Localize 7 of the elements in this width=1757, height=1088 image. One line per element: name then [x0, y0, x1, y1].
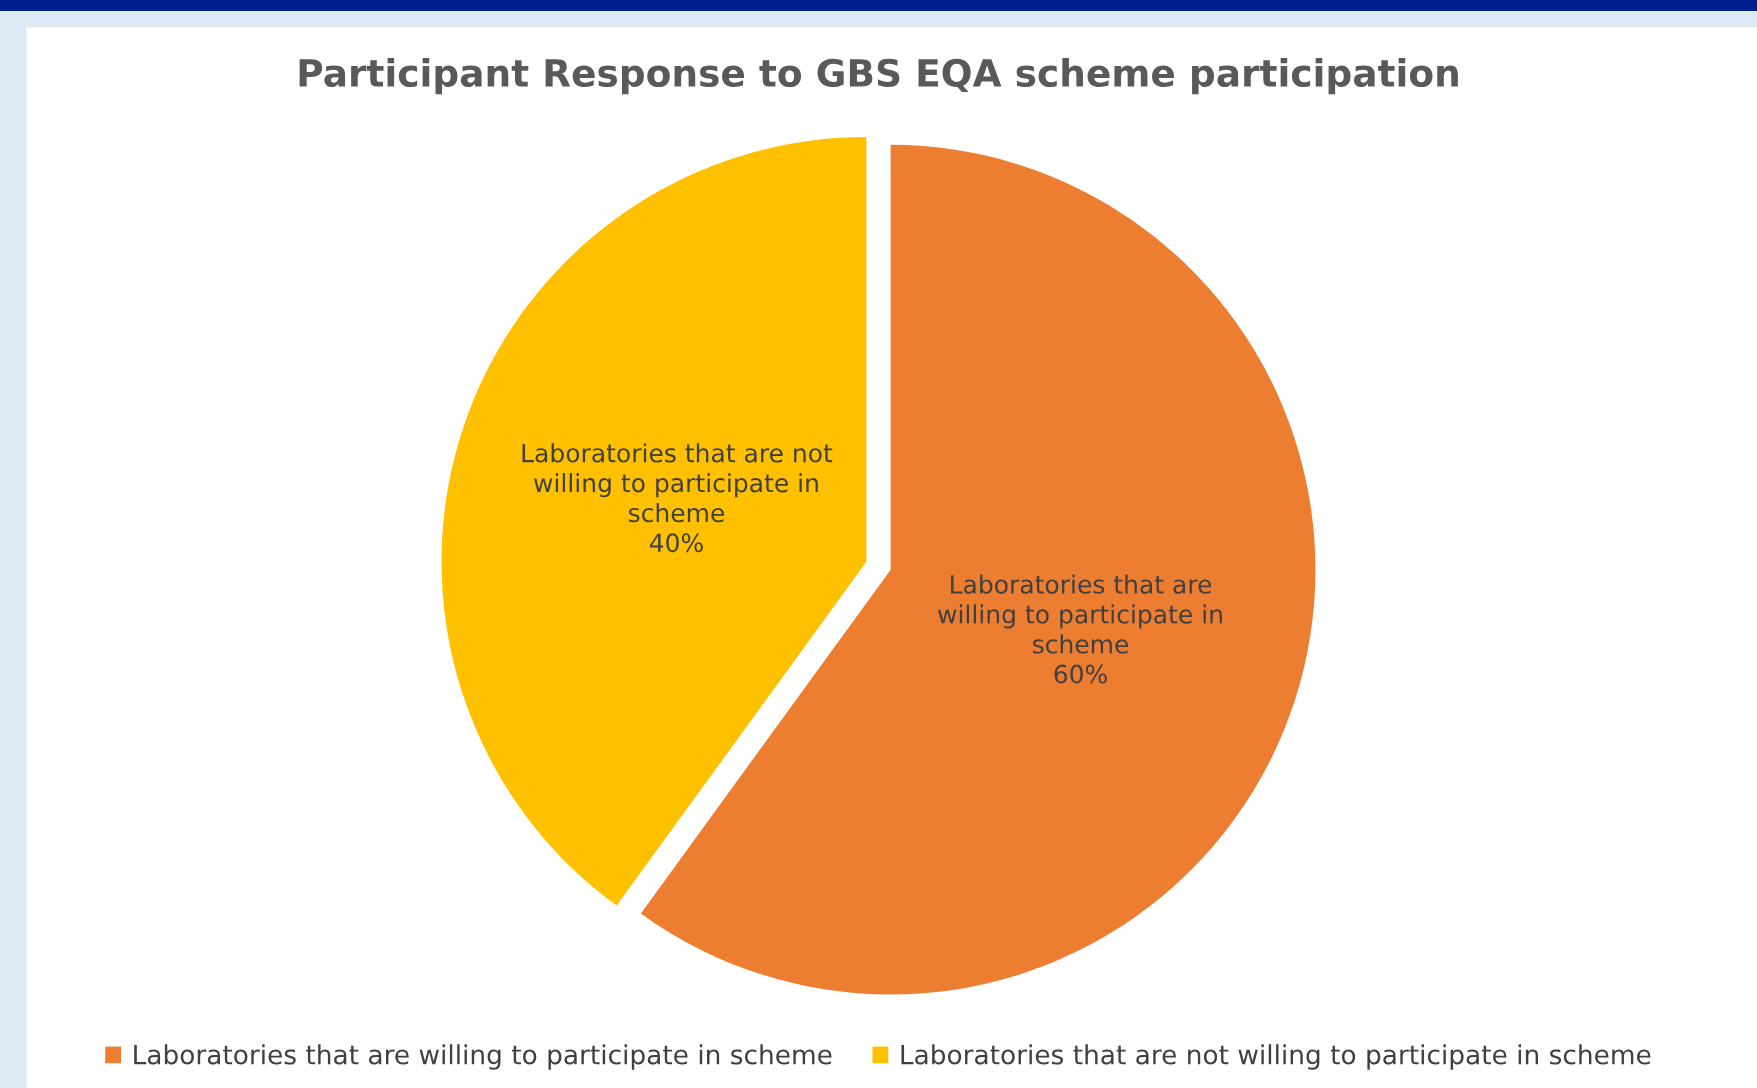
- chart-title: Participant Response to GBS EQA scheme participation: [299, 58, 1458, 95]
- data-label: 60%: [1054, 664, 1107, 684]
- slice-label: Laboratories that are not willing to participate in scheme: [522, 443, 833, 523]
- data-label: 40%: [649, 533, 703, 553]
- legend-label: Laboratories that are willing to participate in scheme: [134, 1044, 832, 1070]
- legend-label: Laboratories that are not willing to participate in scheme: [901, 1044, 1651, 1070]
- slice-label: Laboratories that are willing to participate in scheme: [938, 574, 1222, 654]
